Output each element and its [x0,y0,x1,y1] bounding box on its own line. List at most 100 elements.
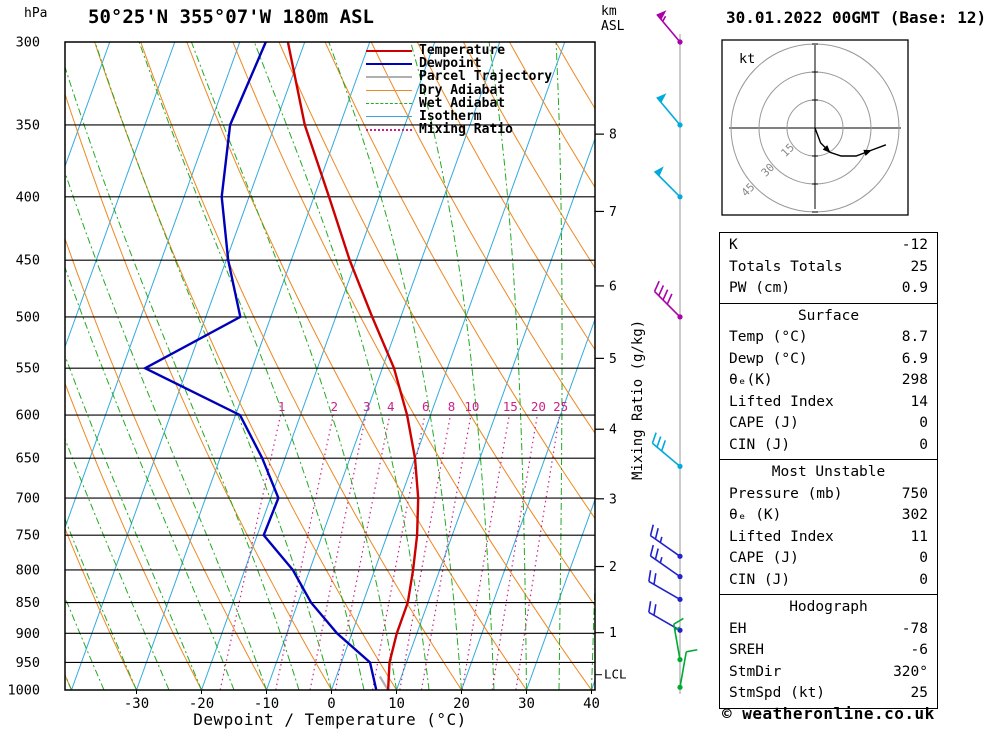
mixing-ratio-axis-title: Mixing Ratio (g/kg) [630,319,646,480]
hodograph-ring-label: 45 [739,181,758,200]
stat-row: θₑ (K) 302 [720,505,937,527]
mixing-ratio-label: 10 [464,399,479,414]
stat-label: StmSpd (kt) [729,685,826,701]
stat-label: CIN (J) [729,571,791,588]
stat-label: SREH [729,642,764,658]
pressure-tick-labels: 300 350 400 450 500 550 600 650 700 750 800 850 900 9… [7,35,40,699]
stat-row: StmSpd (kt) 25 [720,683,937,705]
wind-barb-300 [656,10,683,45]
stat-row: Lifted Index 11 [720,527,937,549]
wind-barb-845 [648,570,683,603]
panel-most-unstable: Most Unstable Pressure (mb) 750 θₑ (K) 302 Li… [719,459,938,595]
legend-line-sample [366,62,412,65]
temp-tick-label: 20 [453,696,470,712]
stat-value: 6.9 [901,350,928,367]
stat-value: 298 [901,372,928,388]
pressure-axis-unit: hPa [24,6,48,21]
stat-row: PW (cm) 0.9 [720,278,937,300]
stat-value: 302 [901,507,928,523]
x-axis-title: Dewpoint / Temperature (°C) [193,710,467,729]
pressure-tick-label: 750 [16,528,40,544]
pressure-tick-label: 450 [16,253,40,269]
stat-row: CAPE (J) 0 [720,413,937,435]
legend-item-isotherm: Isotherm [366,110,552,123]
stat-label: Lifted Index [729,528,834,545]
stat-label: PW (cm) [729,280,791,296]
temp-tick-label: 0 [327,696,335,712]
stat-row: CIN (J) 0 [720,570,937,592]
stat-label: EH [729,620,747,637]
temp-tick-label: 40 [583,696,600,712]
stat-label: θₑ (K) [729,507,782,523]
legend-item-temperature: Temperature [366,44,552,57]
hodograph-trace-arrow-icon [822,145,831,154]
wind-barb-350 [656,93,683,128]
stat-value: -6 [910,642,928,658]
legend-label: Dewpoint [419,56,482,72]
legend-line-sample [366,49,412,52]
panel-title-surface: Surface [797,307,860,324]
wind-barb-945 [672,617,684,663]
wind-barb-810 [649,544,683,580]
plot-area [65,42,595,690]
mixing-ratio-label: 1 [278,399,286,414]
km-tick-label: 5 [609,352,617,367]
mixing-ratio-labels: 1 2 3 4 6 8 10 15 20 25 [278,399,568,414]
wind-barb-780 [649,524,683,559]
stat-value: 0 [919,415,928,431]
stat-value: 25 [910,258,928,275]
hodograph-trace [814,127,887,157]
stat-row: SREH -6 [720,640,937,662]
mixing-ratio-label: 3 [363,399,371,414]
km-tick-label: 8 [609,128,617,143]
pressure-tick-label: 850 [16,595,40,611]
pressure-tick-label: 900 [16,626,40,642]
hodograph-ring-label: 30 [759,161,778,180]
copyright: © weatheronline.co.uk [722,704,935,723]
wind-barb-column [648,10,698,694]
legend: Temperature Dewpoint Parcel Trajectory Dry … [366,44,552,136]
hodograph-unit-label: kt [739,51,755,67]
stat-value: 11 [910,528,928,545]
stat-value: 0 [919,436,928,453]
stat-row: Temp (°C) 8.7 [720,327,937,349]
panel-surface: Surface Temp (°C) 8.7 Dewp (°C) 6.9 θₑ(K) 298 L… [719,302,938,460]
temp-tick-label: -30 [124,696,149,712]
pressure-tick-label: 300 [16,35,40,51]
stat-value: 25 [910,685,928,701]
pressure-tick-label: 550 [16,361,40,377]
stat-label: θₑ(K) [729,372,773,388]
stat-value: 0 [919,550,928,566]
pressure-gridlines [65,42,595,690]
km-tick-label: 1 [609,626,617,641]
mixing-ratio-label: 2 [331,399,339,414]
legend-label: Temperature [419,43,506,59]
run-datetime: 30.01.2022 00GMT (Base: 12) [726,8,987,27]
wind-barb-895 [648,601,683,633]
stat-label: K [729,237,738,253]
mixing-ratio-label: 20 [531,399,546,414]
km-tick-label: 6 [609,279,617,294]
temp-tick-label: 30 [518,696,535,712]
panel-hodograph: Hodograph EH -78 SREH -6 StmDir 320° StmSpd (kt… [719,594,938,709]
pressure-tick-label: 650 [16,451,40,467]
stat-label: Lifted Index [729,393,834,410]
stat-label: StmDir [729,663,782,680]
stat-label: CIN (J) [729,436,791,453]
km-tick-label: 2 [609,560,617,575]
temp-tick-labels: -30 -20 -10 0 10 20 30 40 [124,690,600,712]
legend-label: Wet Adiabat [419,95,506,111]
hodograph-ring-label: 15 [778,141,797,160]
stat-value: 0 [919,571,928,588]
stat-row: CIN (J) 0 [720,435,937,457]
panel-indices: K -12 Totals Totals 25 PW (cm) 0.9 [719,232,938,304]
temp-tick-label: -20 [189,696,214,712]
pressure-tick-label: 950 [16,655,40,671]
km-tick-label: 3 [609,492,617,507]
km-tick-label: 4 [609,423,617,438]
hodograph-trace-arrow-icon [863,149,872,156]
stat-row: K -12 [720,235,937,257]
stat-row: StmDir 320° [720,662,937,684]
pressure-tick-label: 1000 [7,683,40,699]
